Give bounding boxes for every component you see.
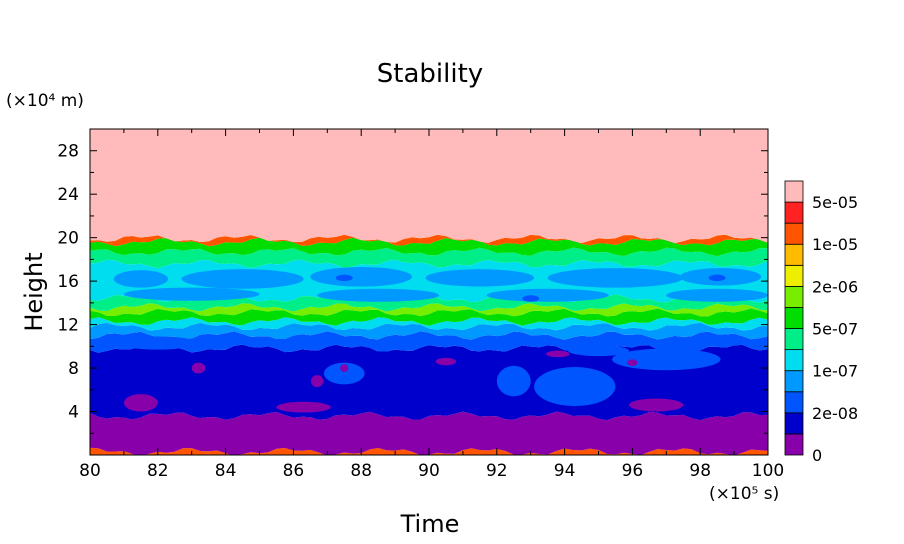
x-tick-label: 84 [215, 461, 237, 481]
x-tick-label: 88 [350, 461, 372, 481]
contour-layer [90, 237, 768, 257]
x-tick-label: 86 [283, 461, 305, 481]
contour-patch [191, 362, 206, 374]
contour-patch [627, 359, 638, 366]
contour-patch [435, 357, 457, 366]
x-tick-label: 96 [622, 461, 644, 481]
x-axis-label: Time [400, 510, 460, 538]
contour-patch [567, 345, 630, 357]
colorbar-label: 1e-05 [812, 235, 858, 254]
x-tick-label: 98 [689, 461, 711, 481]
y-tick-label: 16 [57, 272, 79, 292]
x-tick-label: 94 [554, 461, 576, 481]
contour-patch [547, 268, 684, 288]
colorbar-label: 5e-05 [812, 193, 858, 212]
contour-patch [486, 288, 609, 302]
contour-patch [629, 398, 684, 412]
x-tick-label: 90 [418, 461, 440, 481]
contour-patch [276, 401, 331, 413]
contour-patch [545, 350, 570, 358]
contour-patch [340, 364, 349, 372]
contour-patch [708, 274, 726, 282]
colorbar-swatch [784, 243, 804, 266]
contour-patch [181, 269, 304, 289]
y-tick-label: 24 [57, 185, 79, 205]
y-tick-label: 4 [68, 403, 79, 423]
colorbar-swatch [784, 370, 804, 393]
colorbar: 0 2e-08 1e-07 5e-07 2e-06 1e-05 5e-05 [784, 180, 858, 465]
x-tick-label: 100 [752, 461, 784, 481]
colorbar-label: 1e-07 [812, 362, 858, 381]
contour-patch [612, 348, 721, 371]
contour-layer [90, 247, 768, 269]
chart-title: Stability [377, 59, 483, 89]
contour-patch [123, 287, 260, 301]
colorbar-label: 5e-07 [812, 320, 858, 339]
colorbar-swatch [784, 412, 804, 435]
contour-patch [534, 366, 616, 407]
contour-layer [90, 129, 768, 244]
y-tick-label: 28 [57, 142, 79, 162]
contour-patch [310, 267, 413, 287]
colorbar-swatch [784, 433, 804, 456]
colorbar-swatch [784, 201, 804, 224]
plot-axes: 80 82 84 86 88 90 92 94 96 98 100 4 8 12 16 20 24 28 [57, 128, 784, 481]
contour-fill [90, 129, 768, 455]
x-tick-label: 80 [79, 461, 101, 481]
contour-patch [323, 362, 365, 385]
y-tick-label: 12 [57, 316, 79, 336]
contour-layer [90, 303, 768, 317]
colorbar-swatch [784, 328, 804, 351]
y-tick-label: 20 [57, 229, 79, 249]
colorbar-label: 0 [812, 446, 822, 465]
contour-patch [311, 375, 324, 388]
contour-patch [117, 336, 199, 350]
contour-patch [113, 270, 168, 288]
colorbar-swatch [784, 391, 804, 414]
contour-patch [496, 365, 531, 397]
contour-layer [90, 308, 768, 326]
y-unit-label: (×10⁴ m) [6, 91, 84, 111]
contour-patch [522, 295, 540, 302]
colorbar-swatch [784, 222, 804, 245]
contour-patch [335, 274, 353, 282]
x-unit-label: (×10⁵ s) [709, 484, 779, 504]
contour-layer [90, 322, 768, 340]
y-axis-label: Height [20, 252, 48, 331]
colorbar-label: 2e-06 [812, 277, 858, 296]
contour-patch [317, 288, 440, 302]
contour-patch [425, 269, 535, 287]
colorbar-swatch [784, 285, 804, 308]
colorbar-label: 2e-08 [812, 404, 858, 423]
x-tick-label: 92 [486, 461, 508, 481]
x-tick-label: 82 [147, 461, 169, 481]
contour-patch [666, 288, 768, 302]
y-tick-label: 8 [68, 359, 79, 379]
contour-layer [90, 411, 768, 455]
colorbar-swatch [784, 307, 804, 329]
contour-patch [123, 394, 158, 412]
colorbar-swatch [784, 180, 804, 203]
colorbar-swatch [784, 349, 804, 372]
colorbar-swatch [784, 264, 804, 287]
contour-layer [90, 317, 768, 331]
